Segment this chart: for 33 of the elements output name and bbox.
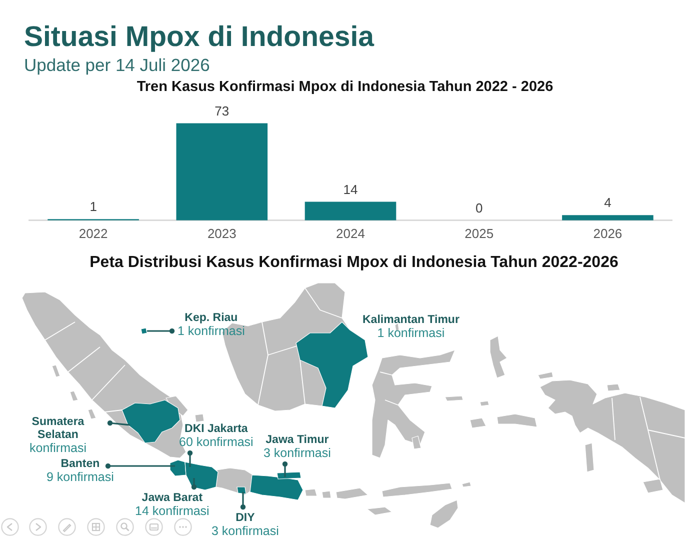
category-label: DKI Jakarta bbox=[184, 423, 249, 436]
data-label: 0 bbox=[475, 200, 483, 216]
text: 14 konfirmasi bbox=[135, 504, 210, 518]
text: Situasi Mpox di Indonesia bbox=[24, 20, 374, 54]
x-tick-label: 2025 bbox=[464, 226, 494, 241]
x-tick-label: 2026 bbox=[593, 226, 622, 241]
category-label: DIY bbox=[234, 512, 256, 525]
category-label: Jawa Timur bbox=[264, 434, 330, 447]
category-label: Banten bbox=[60, 458, 101, 471]
text: Peta Distribusi Kasus Konfirmasi Mpox di Indonesia Tahun 2022-2026 bbox=[88, 252, 620, 272]
text: 3 konfirmasi bbox=[212, 524, 279, 537]
text: 9 konfirmasi bbox=[46, 470, 114, 484]
text: 60 konfirmasi bbox=[179, 435, 254, 449]
text: konfirmasi bbox=[30, 441, 86, 455]
x-tick-label: 2022 bbox=[78, 226, 108, 241]
category-label: Sumatera Selatan bbox=[30, 416, 86, 442]
bar bbox=[176, 123, 268, 220]
bar bbox=[562, 215, 654, 220]
data-label: 4 bbox=[604, 195, 612, 210]
chart-title: Tren Kasus Konfirmasi Mpox di Indonesia Tahun 2022 - 2026 bbox=[136, 78, 554, 96]
x-tick-label: 2024 bbox=[336, 226, 365, 241]
category-label: Kep. Riau bbox=[184, 312, 239, 325]
data-label: 73 bbox=[214, 103, 230, 118]
category-label: Jawa Barat bbox=[140, 492, 204, 505]
bar bbox=[304, 202, 396, 220]
category-label: Kalimantan Timur bbox=[362, 314, 460, 327]
data-label: 1 bbox=[90, 199, 97, 214]
text: Update per 14 Juli 2026 bbox=[24, 54, 210, 74]
x-tick-label: 2023 bbox=[207, 226, 236, 241]
text: 1 konfirmasi bbox=[178, 324, 245, 338]
text: 1 konfirmasi bbox=[377, 326, 445, 340]
text: 3 konfirmasi bbox=[264, 446, 331, 460]
data-label: 14 bbox=[343, 182, 358, 197]
